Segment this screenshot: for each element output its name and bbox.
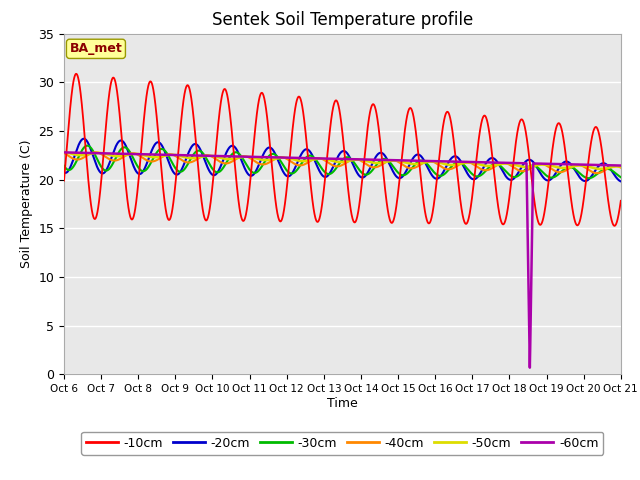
- Text: BA_met: BA_met: [70, 42, 122, 55]
- X-axis label: Time: Time: [327, 397, 358, 410]
- Y-axis label: Soil Temperature (C): Soil Temperature (C): [20, 140, 33, 268]
- Title: Sentek Soil Temperature profile: Sentek Soil Temperature profile: [212, 11, 473, 29]
- Legend: -10cm, -20cm, -30cm, -40cm, -50cm, -60cm: -10cm, -20cm, -30cm, -40cm, -50cm, -60cm: [81, 432, 604, 455]
